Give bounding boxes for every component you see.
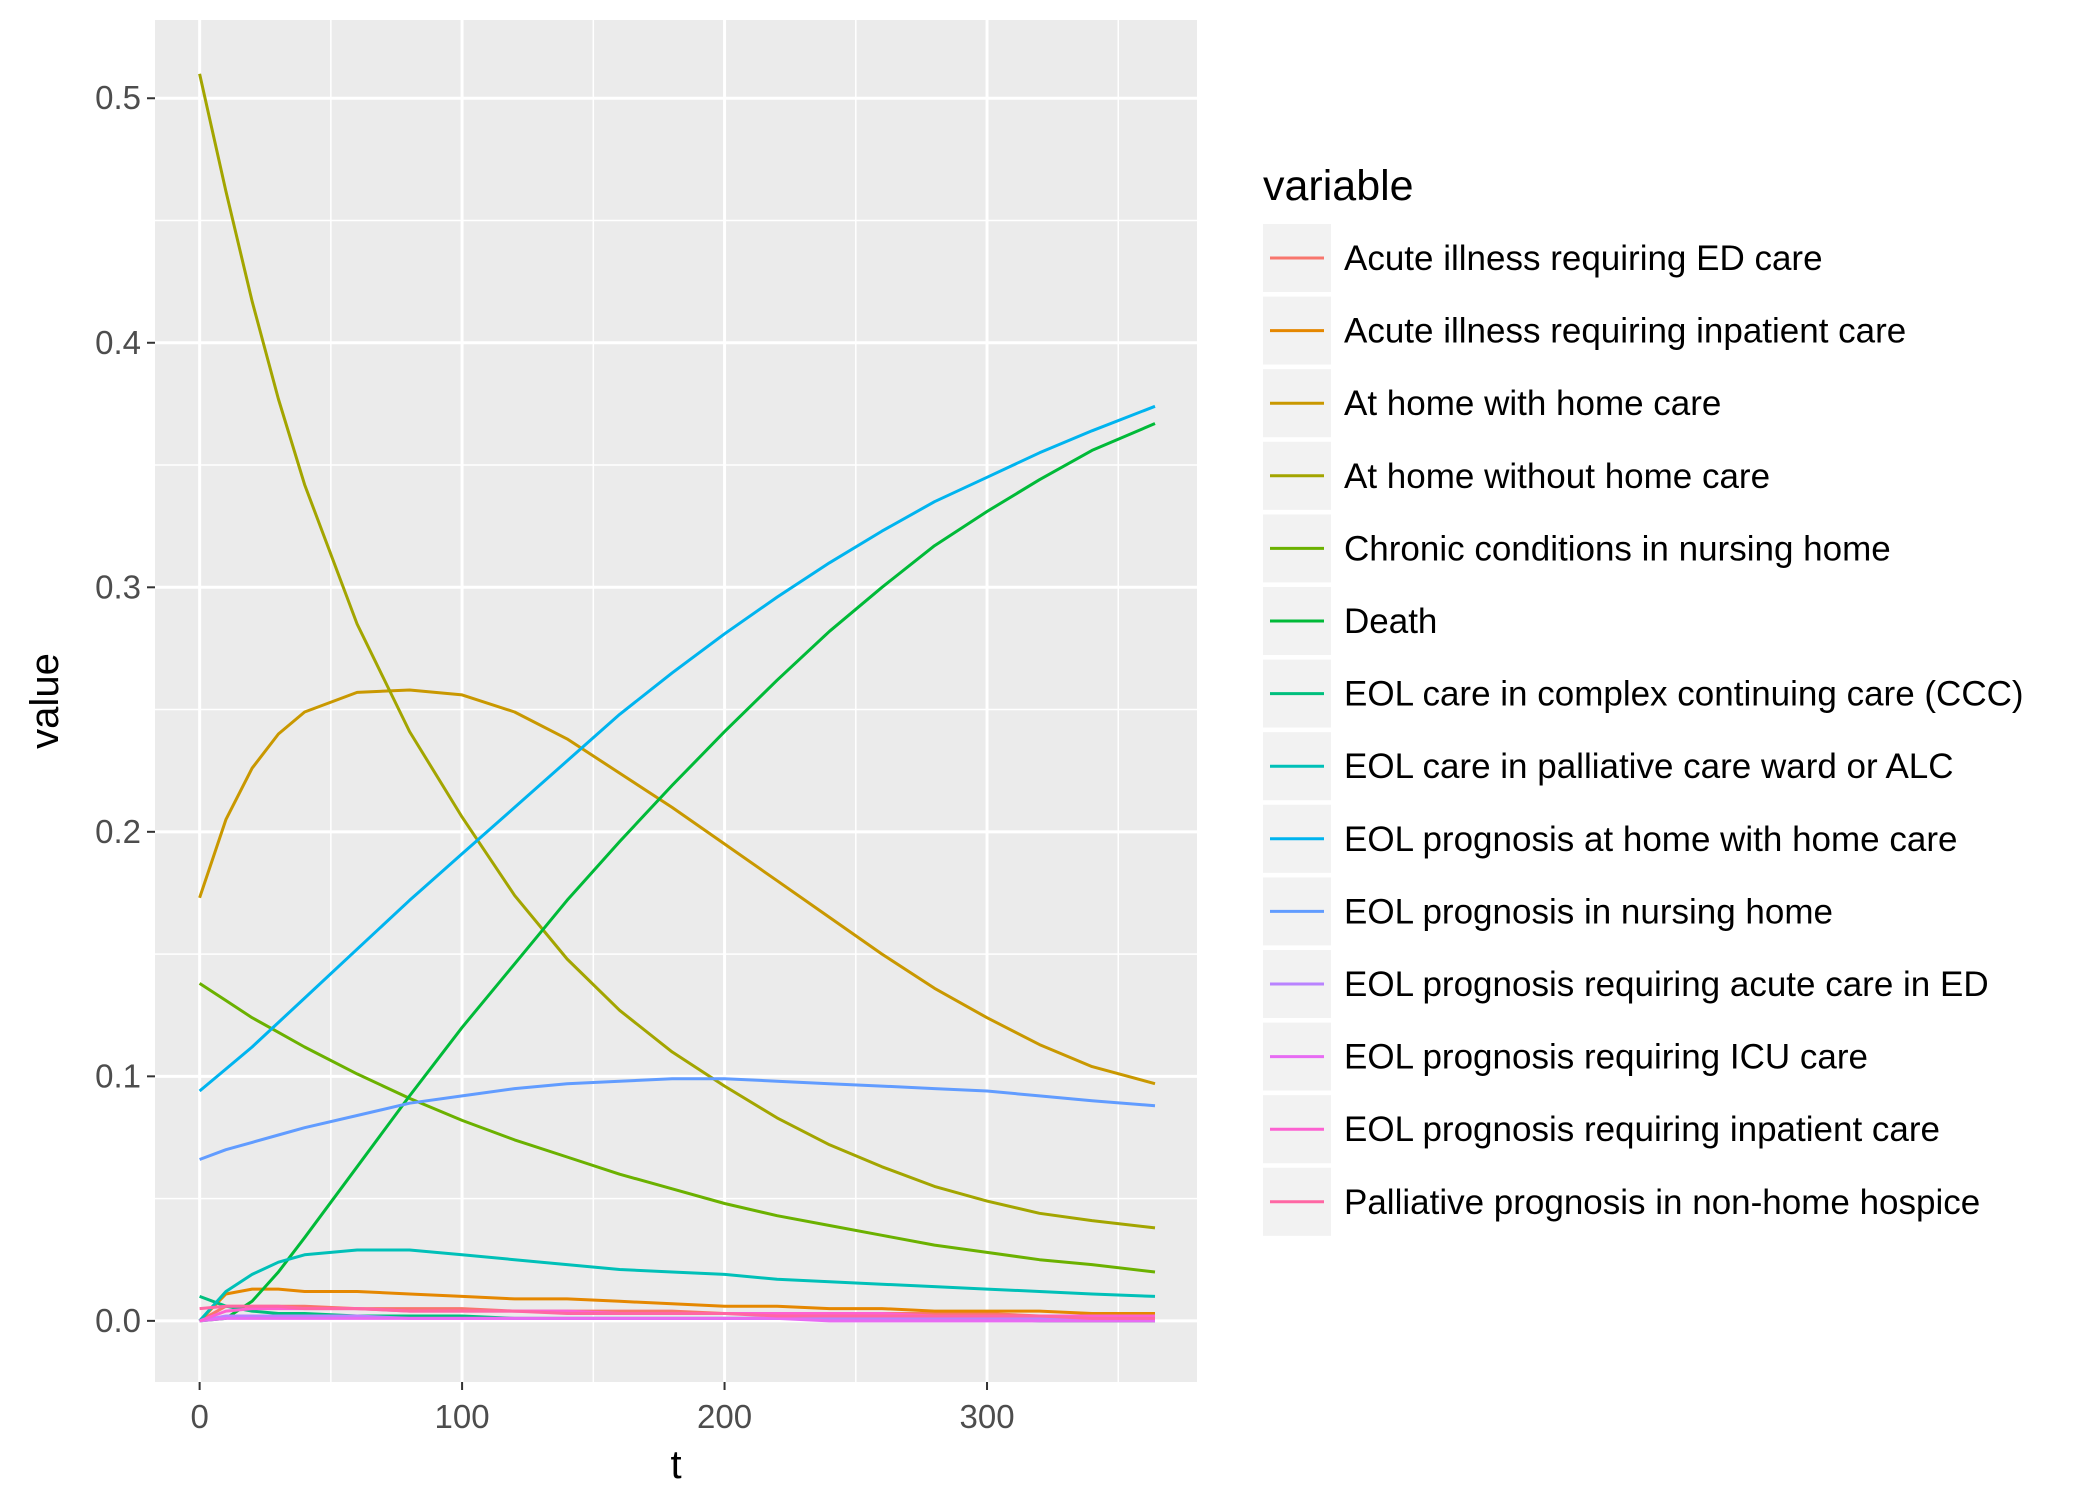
x-tick-label: 0 [190,1398,208,1435]
legend-label: Palliative prognosis in non-home hospice [1344,1183,1980,1222]
series-line [198,688,1156,1086]
legend-item: Palliative prognosis in non-home hospice [1263,1167,1980,1236]
x-tick-label: 100 [435,1398,490,1435]
legend-item: Acute illness requiring ED care [1263,224,1823,292]
legend-items: Acute illness requiring ED care Acute ill… [1263,224,2024,1236]
series-line [198,1287,1155,1322]
y-tick-label: 0.1 [95,1057,141,1094]
legend-title: variable [1263,162,1414,210]
legend-item: Chronic conditions in nursing home [1263,514,1891,583]
series-line [198,982,1156,1274]
y-tick-label: 0.4 [95,324,141,361]
series-line [198,404,1156,1093]
series-line [198,73,1156,1230]
legend-item: EOL prognosis at home with home care [1263,804,1957,873]
minor-gridlines [155,20,1197,1382]
legend-label: EOL care in palliative care ward or ALC [1344,747,1954,786]
legend-item: EOL prognosis requiring inpatient care [1263,1095,1940,1164]
legend-label: EOL care in complex continuing care (CCC… [1344,675,2024,714]
legend-label: EOL prognosis requiring ICU care [1344,1038,1868,1077]
legend-label: EOL prognosis requiring acute care in ED [1344,965,1989,1004]
legend-label: EOL prognosis requiring inpatient care [1344,1110,1940,1149]
legend-item: Death [1263,587,1437,655]
legend-item: At home without home care [1263,441,1770,510]
y-tick-label: 0.2 [95,813,141,850]
legend-item: Acute illness requiring inpatient care [1263,296,1906,365]
series-lines [198,73,1156,1323]
legend-label: Acute illness requiring inpatient care [1344,312,1906,351]
legend-item: EOL care in complex continuing care (CCC… [1263,659,2024,728]
series-line [199,1316,1155,1323]
y-tick-label: 0.5 [95,79,141,116]
x-tick-label: 200 [697,1398,752,1435]
x-axis-ticks: 0 100 200 300 [190,1382,1015,1435]
legend: variable Acute illness requiring ED care… [1263,162,2024,1236]
legend-item: EOL prognosis requiring acute care in ED [1263,950,1989,1018]
legend-item: EOL prognosis in nursing home [1263,877,1833,946]
series-line [198,1248,1156,1322]
series-line [199,1304,1155,1320]
legend-label: Death [1344,602,1437,641]
legend-label: EOL prognosis at home with home care [1344,820,1957,859]
legend-label: At home with home care [1344,384,1721,423]
legend-item: At home with home care [1263,369,1721,438]
legend-label: EOL prognosis in nursing home [1344,892,1833,931]
y-tick-label: 0.0 [95,1302,141,1339]
panel-background [155,20,1197,1382]
y-tick-label: 0.3 [95,568,141,605]
legend-label: Acute illness requiring ED care [1344,239,1823,278]
y-axis-ticks: 0.0 0.1 0.2 0.3 0.4 0.5 [95,79,155,1339]
x-axis-title: t [670,1443,681,1487]
x-tick-label: 300 [959,1398,1014,1435]
series-line [199,1077,1156,1161]
legend-label: Chronic conditions in nursing home [1344,529,1891,568]
y-axis-title: value [23,653,67,749]
legend-item: EOL care in palliative care ward or ALC [1263,732,1954,801]
legend-item: EOL prognosis requiring ICU care [1263,1022,1868,1091]
legend-label: At home without home care [1344,457,1770,496]
